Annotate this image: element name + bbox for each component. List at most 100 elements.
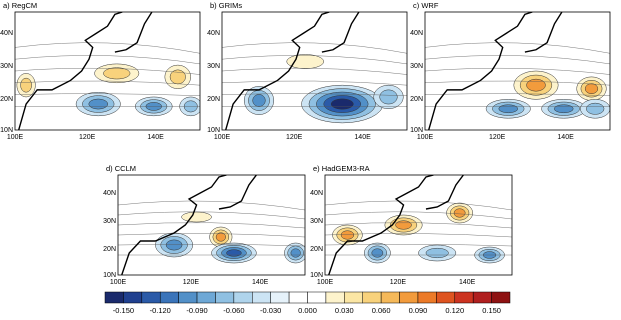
x-label: 140E xyxy=(557,134,574,141)
contour-line xyxy=(425,93,610,96)
contour xyxy=(526,78,546,92)
contour-line xyxy=(15,42,200,54)
contour-line xyxy=(425,80,610,86)
coastline xyxy=(321,12,360,53)
y-label: 20N xyxy=(0,96,13,103)
colorbar-cell xyxy=(399,291,419,304)
colorbar-cell xyxy=(472,291,492,304)
contour-line xyxy=(15,93,200,96)
colorbar-cell xyxy=(196,291,216,304)
contour xyxy=(340,230,355,240)
contour xyxy=(371,248,384,258)
contour-line xyxy=(118,244,305,247)
contour-line xyxy=(222,55,407,65)
contour-line xyxy=(118,200,305,211)
colorbar-cell xyxy=(344,291,363,304)
contour xyxy=(498,104,519,114)
y-label: 30N xyxy=(310,218,323,225)
coastline xyxy=(218,175,257,210)
contour xyxy=(553,104,574,114)
contour-line xyxy=(325,211,512,220)
map-field xyxy=(15,12,200,130)
contour-line xyxy=(222,93,407,96)
colorbar-cell xyxy=(325,291,345,304)
x-label: 120E xyxy=(183,279,200,286)
contour xyxy=(425,247,449,259)
colorbar-label: -0.120 xyxy=(150,306,171,315)
coastline xyxy=(524,12,563,53)
contour xyxy=(181,211,212,223)
colorbar-cell xyxy=(215,291,235,304)
coastline xyxy=(428,12,533,130)
colorbar-cell xyxy=(491,291,511,304)
contour xyxy=(586,102,605,115)
contour xyxy=(169,69,186,85)
x-label: 140E xyxy=(459,279,476,286)
y-label: 10N xyxy=(103,272,116,279)
contour xyxy=(215,232,226,242)
colorbar-cell xyxy=(178,291,198,304)
contour xyxy=(286,54,324,69)
panel-title: e) HadGEM3-RA xyxy=(313,164,370,173)
colorbar-cell xyxy=(288,291,308,304)
colorbar-label: -0.060 xyxy=(223,306,244,315)
colorbar-cell xyxy=(454,291,474,304)
map-frame xyxy=(221,11,408,131)
colorbar-cell xyxy=(417,291,437,304)
x-label: 120E xyxy=(286,134,303,141)
contour xyxy=(395,220,412,230)
y-label: 40N xyxy=(103,190,116,197)
y-label: 30N xyxy=(103,218,116,225)
colorbar-label: -0.150 xyxy=(113,306,134,315)
x-label: 140E xyxy=(252,279,269,286)
map-field xyxy=(118,175,305,275)
colorbar-label: 0.090 xyxy=(409,306,428,315)
contour-line xyxy=(15,55,200,65)
y-label: 30N xyxy=(410,63,423,70)
coastline xyxy=(114,12,153,53)
y-label: 10N xyxy=(410,127,423,134)
x-label: 120E xyxy=(390,279,407,286)
colorbar-cell xyxy=(159,291,179,304)
y-label: 20N xyxy=(103,246,116,253)
y-label: 40N xyxy=(0,30,13,37)
coastline xyxy=(225,12,330,130)
map-panel: d) CCLM 100E 120E 140E 40N 30N 20N 10N xyxy=(103,164,306,286)
contour-line xyxy=(118,233,305,238)
map-frame xyxy=(324,174,513,276)
y-label: 30N xyxy=(0,63,13,70)
contour-line xyxy=(222,80,407,86)
contour-line xyxy=(325,244,512,247)
coastline xyxy=(328,175,434,275)
map-frame xyxy=(424,11,611,131)
y-label: 20N xyxy=(207,96,220,103)
contour xyxy=(330,98,354,110)
map-panel: c) WRF 100E 120E 140E 40N 30N 20N 10N xyxy=(410,1,611,141)
map-field xyxy=(222,12,407,130)
map-panel: a) RegCM 100E 120E 140E 40N 30N 20N 10N xyxy=(0,1,201,141)
contour xyxy=(88,98,109,110)
colorbar-cell xyxy=(123,291,143,304)
contour-line xyxy=(425,55,610,65)
contour xyxy=(584,83,599,95)
contour xyxy=(103,67,131,80)
panel-title: b) GRIMs xyxy=(210,1,242,10)
contour-line xyxy=(118,222,305,229)
panel-title: d) CCLM xyxy=(106,164,136,173)
colorbar-cell xyxy=(436,291,456,304)
contour xyxy=(453,208,466,218)
contour xyxy=(379,89,398,105)
coastline xyxy=(18,12,123,130)
coastline xyxy=(121,175,227,275)
colorbar-label: -0.030 xyxy=(260,306,281,315)
contour-line xyxy=(325,222,512,229)
x-label: 140E xyxy=(147,134,164,141)
x-label: 120E xyxy=(489,134,506,141)
contour-line xyxy=(425,42,610,54)
x-label: 100E xyxy=(110,279,127,286)
colorbar-label: 0.120 xyxy=(445,306,464,315)
colorbar-label: 0.030 xyxy=(335,306,354,315)
map-frame xyxy=(117,174,306,276)
colorbar-cell xyxy=(270,291,290,304)
